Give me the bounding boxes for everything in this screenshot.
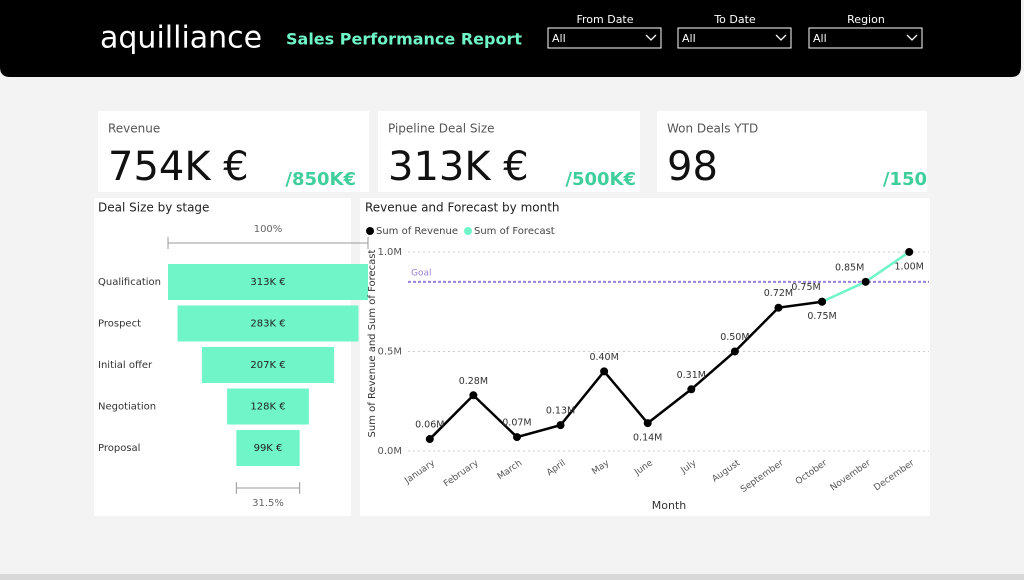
point — [818, 297, 827, 306]
point — [512, 433, 521, 442]
data-label: 0.85M — [835, 262, 864, 273]
kpi-card — [98, 111, 369, 192]
goal-label: Goal — [411, 268, 432, 278]
report-title: Sales Performance Report — [286, 30, 522, 49]
data-label: 0.50M — [720, 332, 749, 343]
kpi-card — [378, 111, 640, 192]
filter-dropdown[interactable] — [808, 27, 923, 49]
data-label: 1.00M — [895, 261, 924, 272]
y-tick-label: 0.0M — [377, 446, 402, 457]
funnel-bar — [201, 347, 335, 383]
filter-label: Region — [847, 13, 885, 26]
funnel-bar — [168, 264, 368, 300]
dropdown-arrow — [645, 34, 657, 41]
point — [905, 247, 914, 256]
legend-marker — [463, 227, 472, 235]
point — [643, 419, 652, 428]
filter-value: All — [552, 32, 566, 45]
point — [425, 435, 434, 444]
kpi-target: /150 — [883, 169, 927, 190]
y-tick-label: 1.0M — [377, 247, 402, 258]
data-label: 0.31M — [677, 370, 706, 381]
stage-label: Qualification — [98, 277, 161, 288]
data-label: 0.75M — [807, 311, 836, 322]
stage-label: Negotiation — [98, 402, 156, 413]
filter-dropdown[interactable] — [547, 27, 662, 49]
bar-label: 128K € — [250, 402, 285, 413]
legend-label: Sum of Revenue — [376, 226, 458, 237]
kpi-card — [657, 111, 927, 192]
legend-marker — [366, 227, 374, 235]
filter-label: To Date — [713, 13, 756, 26]
top-label: 100% — [254, 224, 283, 235]
kpi-label: Pipeline Deal Size — [388, 122, 495, 136]
kpi-target: /500K€ — [565, 169, 636, 190]
kpi-label: Won Deals YTD — [667, 122, 758, 136]
data-label: 0.06M — [415, 420, 444, 431]
bottom-label: 31.5% — [252, 498, 284, 509]
filter-dropdown[interactable] — [677, 27, 792, 49]
x-axis-label: Month — [652, 499, 687, 512]
y-tick-label: 0.5M — [377, 346, 402, 357]
stage-label: Prospect — [98, 319, 141, 330]
kpi-target: /850K€ — [285, 169, 356, 190]
dropdown-arrow — [775, 34, 787, 41]
chart-title: Revenue and Forecast by month — [365, 201, 560, 215]
footer-bar — [0, 574, 1024, 580]
filter-value: All — [813, 32, 827, 45]
point — [730, 347, 739, 356]
header-bar — [0, 0, 1021, 77]
bar-label: 313K € — [250, 277, 285, 288]
y-axis-label: Sum of Revenue and Sum of Forecast — [367, 249, 378, 437]
data-label: 0.75M — [791, 282, 820, 293]
funnel-bar — [227, 388, 309, 425]
data-label: 0.14M — [633, 433, 662, 444]
data-label: 0.40M — [589, 352, 618, 363]
point — [469, 391, 478, 400]
filter-label: From Date — [576, 13, 633, 26]
kpi-value: 313K € — [388, 144, 529, 190]
point — [600, 367, 609, 376]
point — [861, 277, 870, 286]
funnel-bar — [177, 305, 359, 342]
point — [687, 385, 696, 394]
stage-label: Proposal — [98, 443, 140, 454]
funnel-bar — [236, 430, 300, 466]
legend-label: Sum of Forecast — [474, 226, 555, 237]
data-label: 0.07M — [502, 418, 531, 429]
data-label: 0.28M — [459, 376, 488, 387]
chart-title: Deal Size by stage — [98, 201, 209, 215]
bar-label: 99K € — [254, 443, 283, 454]
kpi-label: Revenue — [108, 122, 160, 136]
series-line — [428, 300, 823, 440]
point — [774, 303, 783, 312]
filter-value: All — [682, 32, 696, 45]
kpi-value: 754K € — [108, 144, 249, 190]
line-card — [360, 198, 930, 516]
logo: aquilliance — [100, 21, 262, 56]
stage-label: Initial offer — [98, 360, 153, 371]
point — [556, 421, 565, 430]
bar-label: 207K € — [250, 360, 285, 371]
data-label: 0.72M — [764, 288, 793, 299]
data-label: 0.13M — [546, 406, 575, 417]
kpi-value: 98 — [667, 144, 718, 190]
dropdown-arrow — [906, 34, 918, 41]
bar-label: 283K € — [250, 319, 285, 330]
